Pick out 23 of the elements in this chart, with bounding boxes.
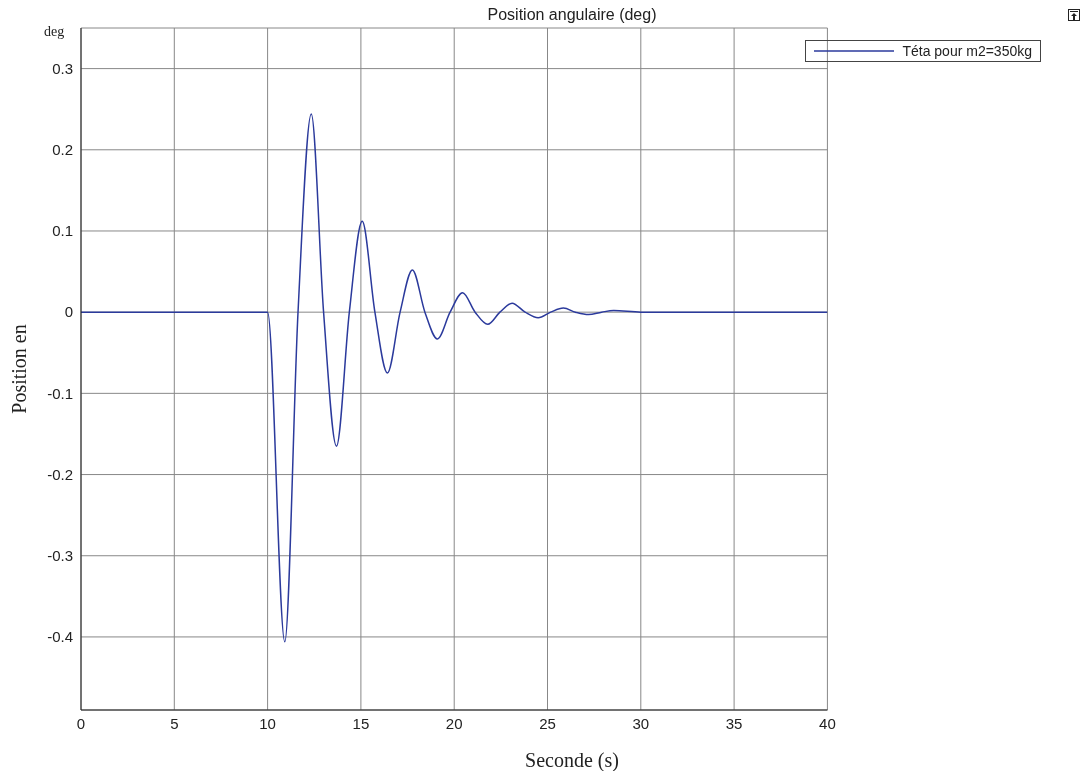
y-tick-label: 0.1 xyxy=(52,222,73,240)
text: Téta pour m2=350kg xyxy=(902,43,1032,59)
x-tick-label: 20 xyxy=(445,714,463,732)
y-tick-label: -0.3 xyxy=(47,547,73,565)
y-tick-label: -0.1 xyxy=(47,384,73,402)
x-tick-label: 0 xyxy=(76,714,86,732)
chart-title: Position angulaire (deg) xyxy=(487,6,657,23)
y-tick-label: 0.3 xyxy=(52,59,73,77)
x-tick-label: 30 xyxy=(632,714,650,732)
line-series xyxy=(81,113,828,643)
x-tick-label: 15 xyxy=(352,714,370,732)
text: deg xyxy=(44,24,65,39)
x-tick-label: 10 xyxy=(259,714,276,732)
x-tick-label: 5 xyxy=(170,714,179,732)
y-tick-label: -0.2 xyxy=(47,465,73,483)
x-tick-label: 40 xyxy=(819,714,836,732)
x-tick-label: 35 xyxy=(725,714,743,732)
y-tick-label: -0.4 xyxy=(47,628,73,646)
x-tick-label: 25 xyxy=(539,714,556,732)
x-axis-title: Seconde (s) xyxy=(525,749,619,771)
y-tick-label: 0.2 xyxy=(52,141,73,159)
y-tick-label: 0 xyxy=(64,303,73,321)
y-axis-title: Position en xyxy=(8,324,30,414)
